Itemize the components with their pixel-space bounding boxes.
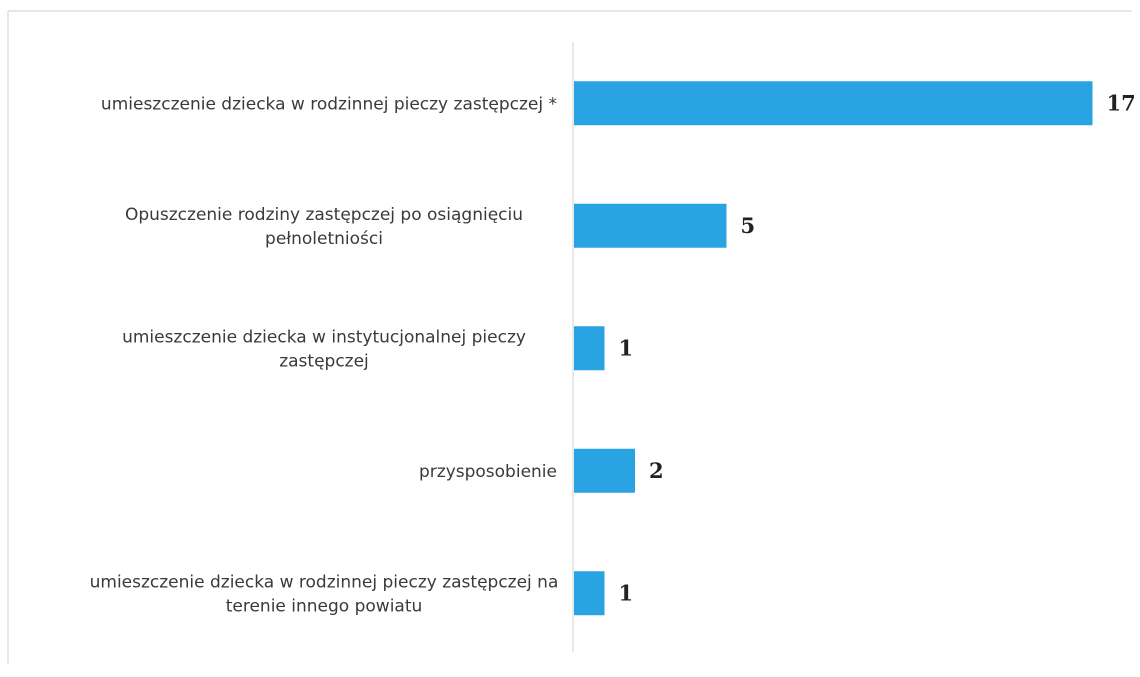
- category-label-line: umieszczenie dziecka w rodzinnej pieczy …: [101, 94, 557, 114]
- value-label-2: 5: [741, 213, 756, 238]
- category-label-line: pełnoletniości: [265, 229, 383, 249]
- category-labels-group: umieszczenie dziecka w rodzinnej pieczy …: [90, 94, 559, 616]
- category-label-line: terenie innego powiatu: [226, 596, 423, 616]
- category-label-5: umieszczenie dziecka w rodzinnej pieczy …: [90, 572, 559, 616]
- value-label-1: 17: [1107, 90, 1136, 115]
- category-label-line: zastępczej: [279, 351, 369, 371]
- value-label-5: 1: [619, 580, 634, 605]
- bar-2: [574, 203, 727, 248]
- bar-4: [574, 448, 635, 493]
- value-label-4: 2: [649, 458, 664, 483]
- category-label-2: Opuszczenie rodziny zastępczej po osiągn…: [125, 205, 523, 249]
- category-label-4: przysposobienie: [419, 462, 557, 482]
- bar-5: [574, 571, 605, 616]
- value-labels-group: 17 5 1 2 1: [619, 90, 1136, 605]
- category-label-line: umieszczenie dziecka w instytucjonalnej …: [122, 327, 526, 347]
- category-label-line: Opuszczenie rodziny zastępczej po osiągn…: [125, 205, 523, 225]
- category-label-1: umieszczenie dziecka w rodzinnej pieczy …: [101, 94, 557, 114]
- category-label-line: umieszczenie dziecka w rodzinnej pieczy …: [90, 572, 559, 592]
- category-label-3: umieszczenie dziecka w instytucjonalnej …: [122, 327, 526, 371]
- value-label-3: 1: [619, 335, 634, 360]
- bar-3: [574, 326, 605, 371]
- bars-group: [574, 81, 1093, 616]
- category-label-line: przysposobienie: [419, 462, 557, 482]
- bar-1: [574, 81, 1093, 126]
